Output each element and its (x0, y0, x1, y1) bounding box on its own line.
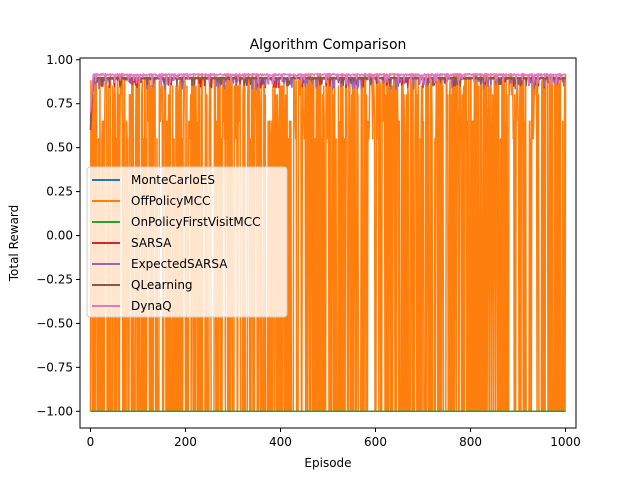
y-tick-label: −0.50 (36, 316, 73, 330)
x-tick-label: 800 (459, 435, 482, 449)
y-tick-label: 0.75 (46, 97, 73, 111)
legend-frame (86, 166, 288, 318)
y-tick-label: 0.25 (46, 185, 73, 199)
legend-label: SARSA (131, 236, 172, 250)
x-tick-label: 200 (174, 435, 197, 449)
legend-label: ExpectedSARSA (131, 257, 228, 271)
x-axis: 0 200 400 600 800 1000 (87, 428, 581, 449)
legend-label: OnPolicyFirstVisitMCC (131, 215, 261, 229)
x-axis-label: Episode (304, 456, 351, 470)
plot-frame (79, 57, 577, 429)
x-tick-label: 600 (364, 435, 387, 449)
chart-title: Algorithm Comparison (250, 37, 407, 53)
x-tick-label: 400 (269, 435, 292, 449)
y-tick-label: −0.25 (36, 272, 73, 286)
y-tick-label: −0.75 (36, 360, 73, 374)
legend: MonteCarloES OffPolicyMCC OnPolicyFirstVis… (86, 166, 288, 318)
y-tick-label: 0.00 (46, 229, 73, 243)
x-tick-label: 1000 (550, 435, 581, 449)
y-tick-label: 1.00 (46, 53, 73, 67)
x-tick-label: 0 (87, 435, 95, 449)
y-axis-label: Total Reward (7, 205, 21, 283)
legend-label: DynaQ (131, 299, 172, 313)
legend-label: MonteCarloES (131, 173, 215, 187)
y-axis: −1.00 −0.75 −0.50 −0.25 0.00 0.25 0.50 0.75 1.00 (36, 53, 80, 418)
y-tick-label: −1.00 (36, 404, 73, 418)
y-tick-label: 0.50 (46, 141, 73, 155)
legend-label: OffPolicyMCC (131, 194, 210, 208)
legend-label: QLearning (131, 278, 193, 292)
series-line-dynaq (89, 73, 567, 113)
